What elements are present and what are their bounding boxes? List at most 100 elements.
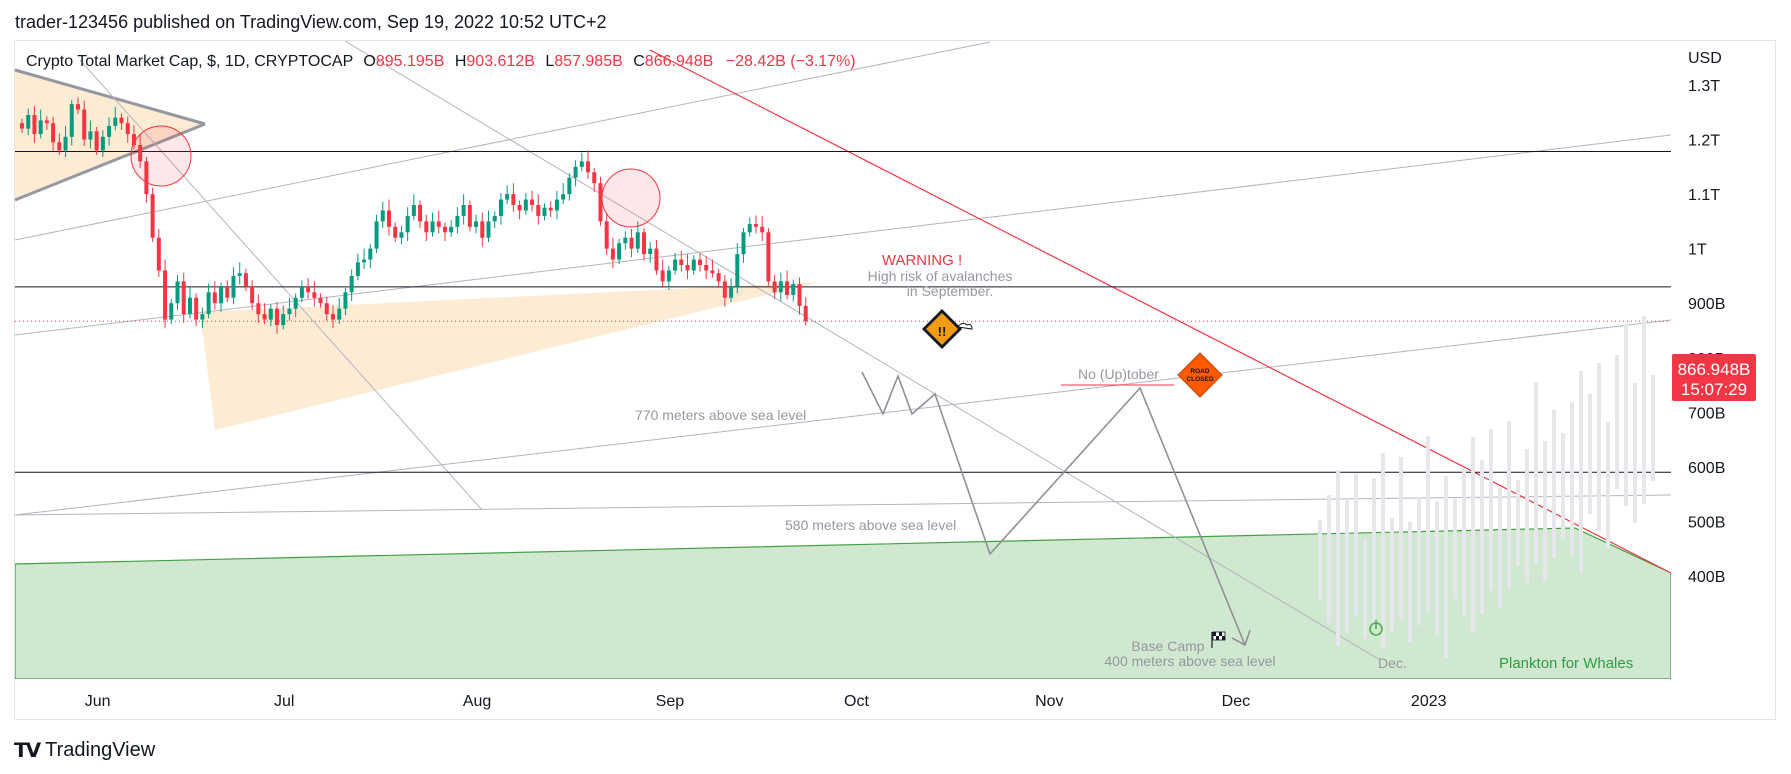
time-tick-label: Dec — [1222, 693, 1250, 710]
candle-body — [498, 199, 503, 216]
time-axis[interactable]: Jun Jul Aug Sep Oct Nov Dec 2023 — [85, 693, 1447, 710]
candle-body — [368, 248, 373, 260]
no-uptober-label: No (Up)tober — [1078, 366, 1159, 382]
candle-body — [225, 286, 230, 298]
candle-body — [386, 210, 391, 227]
close-label: C — [633, 53, 645, 70]
candle-body — [299, 286, 304, 298]
candle-body — [343, 292, 348, 309]
high-label: H — [454, 53, 467, 70]
candle-body — [275, 308, 280, 326]
symbol-name: Crypto Total Market Cap, $, 1D, CRYPTOCA… — [26, 53, 353, 70]
candle-body — [393, 226, 398, 238]
candle-body — [150, 194, 155, 238]
candle-body — [436, 221, 441, 227]
candle-body — [169, 303, 174, 320]
candle-body — [623, 237, 628, 244]
tradingview-brand[interactable]: 𝗧𝗩 TradingView — [14, 738, 155, 763]
candle-body — [75, 104, 80, 110]
currency-label: USD — [1688, 50, 1722, 67]
candle-body — [175, 281, 180, 304]
candle-body — [654, 248, 659, 271]
symbol-legend[interactable]: Crypto Total Market Cap, $, 1D, CRYPTOCA… — [26, 53, 856, 71]
plankton-zone — [15, 527, 1671, 679]
candle-body — [704, 265, 709, 271]
power-icon — [1369, 620, 1383, 636]
candle-body — [57, 142, 62, 151]
candle-body — [511, 194, 516, 206]
low-value: 857.985B — [554, 53, 623, 70]
candle-body — [480, 221, 485, 238]
candle-body — [131, 134, 136, 146]
candle-body — [268, 308, 273, 320]
candle-body — [716, 273, 721, 282]
candle-body — [778, 281, 783, 293]
candle-body — [697, 259, 702, 266]
candle-body — [144, 161, 149, 195]
candle-body — [138, 145, 143, 162]
candle-body — [561, 194, 566, 200]
price-axis[interactable]: 1.3T1.2T1.1T1T900B800B700B600B500B400B — [1688, 78, 1725, 586]
warning-line-1: High risk of avalanches — [868, 268, 1013, 284]
candle-body — [156, 237, 161, 271]
candle-body — [113, 117, 118, 126]
high-value: 903.612B — [466, 53, 535, 70]
candle-body — [523, 199, 528, 211]
candle-body — [362, 259, 367, 263]
top-circle — [601, 168, 661, 228]
warning-title: WARNING ! — [882, 252, 962, 269]
low-label: L — [545, 53, 555, 70]
candle-body — [63, 136, 68, 151]
brand-name: TradingView — [45, 739, 156, 761]
checkered-flag-icon — [1211, 631, 1226, 648]
time-tick-label: 2023 — [1411, 693, 1447, 710]
candle-body — [579, 161, 584, 167]
candle-body — [517, 205, 522, 211]
red-downtrend-line — [649, 49, 1671, 574]
candle-body — [691, 259, 696, 271]
level-770-label: 770 meters above sea level — [635, 407, 806, 423]
candle-body — [424, 221, 429, 233]
candle-body — [231, 275, 236, 298]
chart-frame — [14, 40, 1776, 720]
change-value: −28.42B (−3.17%) — [725, 53, 856, 70]
price-tick-label: 1T — [1688, 242, 1707, 259]
published-by-line: trader-123456 published on TradingView.c… — [15, 12, 607, 32]
candle-body — [536, 205, 541, 216]
candle-body — [785, 281, 790, 296]
candle-body — [287, 308, 292, 315]
candle-body — [200, 314, 205, 320]
candle-body — [505, 194, 510, 200]
candle-body — [735, 254, 740, 287]
candle-body — [760, 226, 765, 233]
candle-body — [26, 115, 31, 129]
candle-body — [586, 161, 591, 173]
candle-body — [331, 314, 335, 320]
trend-lines — [15, 41, 1671, 661]
candle-body — [729, 286, 734, 298]
candle-body — [610, 248, 615, 260]
candle-body — [797, 284, 802, 306]
svg-text:CLOSED: CLOSED — [1186, 376, 1213, 383]
candle-body — [337, 308, 342, 320]
candle-body — [125, 123, 130, 135]
time-tick-label: Aug — [463, 693, 491, 710]
time-tick-label: Nov — [1035, 693, 1063, 710]
candle-body — [418, 205, 423, 222]
candle-body — [554, 199, 559, 211]
candle-body — [666, 270, 671, 282]
pennant-upper-line — [14, 68, 206, 126]
wedge-fill — [200, 282, 820, 430]
ghost-projection — [1318, 316, 1655, 658]
road-closed-sign: ROAD CLOSED — [1177, 352, 1223, 398]
candle-body — [212, 292, 217, 304]
level-400-label: 400 meters above sea level — [1104, 653, 1275, 669]
candle-body — [530, 199, 535, 206]
candle-body — [94, 131, 99, 151]
candle-body — [642, 232, 646, 255]
candle-body — [604, 221, 609, 249]
candle-body — [69, 104, 74, 137]
candle-body — [187, 297, 192, 315]
candle-body — [741, 232, 746, 255]
